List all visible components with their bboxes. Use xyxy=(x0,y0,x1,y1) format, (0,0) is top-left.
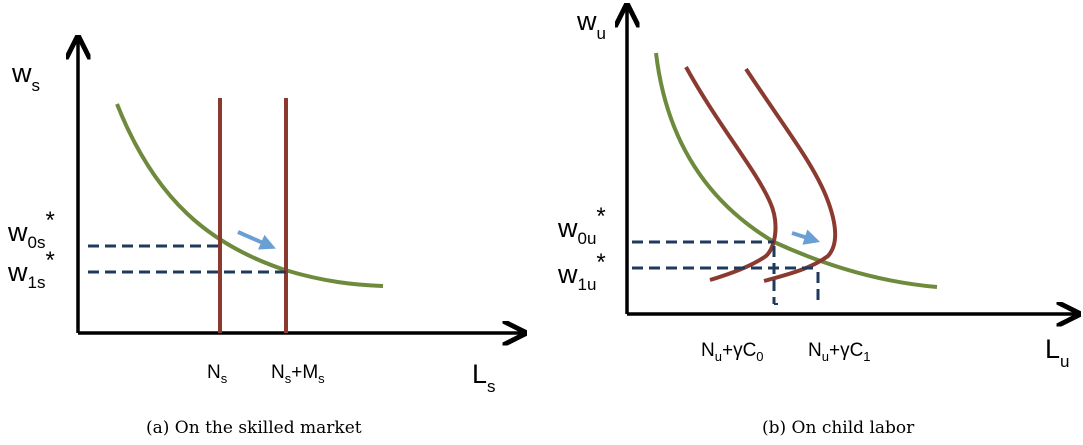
panel-b-supply-label-1: Nu+γC1 xyxy=(808,340,871,364)
panel-b-wage-high-label: w0u* xyxy=(557,203,606,248)
panel-a-wage-high-label: w0s* xyxy=(7,207,55,252)
panel-b-supply-curve-0 xyxy=(684,66,778,282)
panel-a-wage-low-label: w1s* xyxy=(7,247,55,292)
panel-a-demand-curve xyxy=(115,103,384,288)
panel-a-supply-label-0: Ns xyxy=(207,362,228,386)
panel-a-x-label: Ls xyxy=(472,359,496,396)
panel-b-y-label: wu xyxy=(576,6,606,43)
panel-a: ws Ls w0s* w1s* Ns Ns+Ms (a) On the skil… xyxy=(7,40,522,438)
panel-b: wu Lu w0u* w1u* Nu+γC0 Nu+γC1 (b) On chi… xyxy=(557,6,1076,438)
panel-a-caption: (a) On the skilled market xyxy=(146,418,362,438)
panel-b-wage-low-label: w1u* xyxy=(557,249,606,294)
panel-b-supply-label-0: Nu+γC0 xyxy=(701,340,764,364)
panel-b-caption: (b) On child labor xyxy=(762,418,915,438)
panel-b-x-label: Lu xyxy=(1045,334,1070,371)
panel-a-y-label: ws xyxy=(11,58,40,95)
panel-a-shift-arrow xyxy=(237,230,276,250)
panel-b-shift-arrow xyxy=(791,229,821,245)
panel-a-supply-label-1: Ns+Ms xyxy=(271,362,325,386)
